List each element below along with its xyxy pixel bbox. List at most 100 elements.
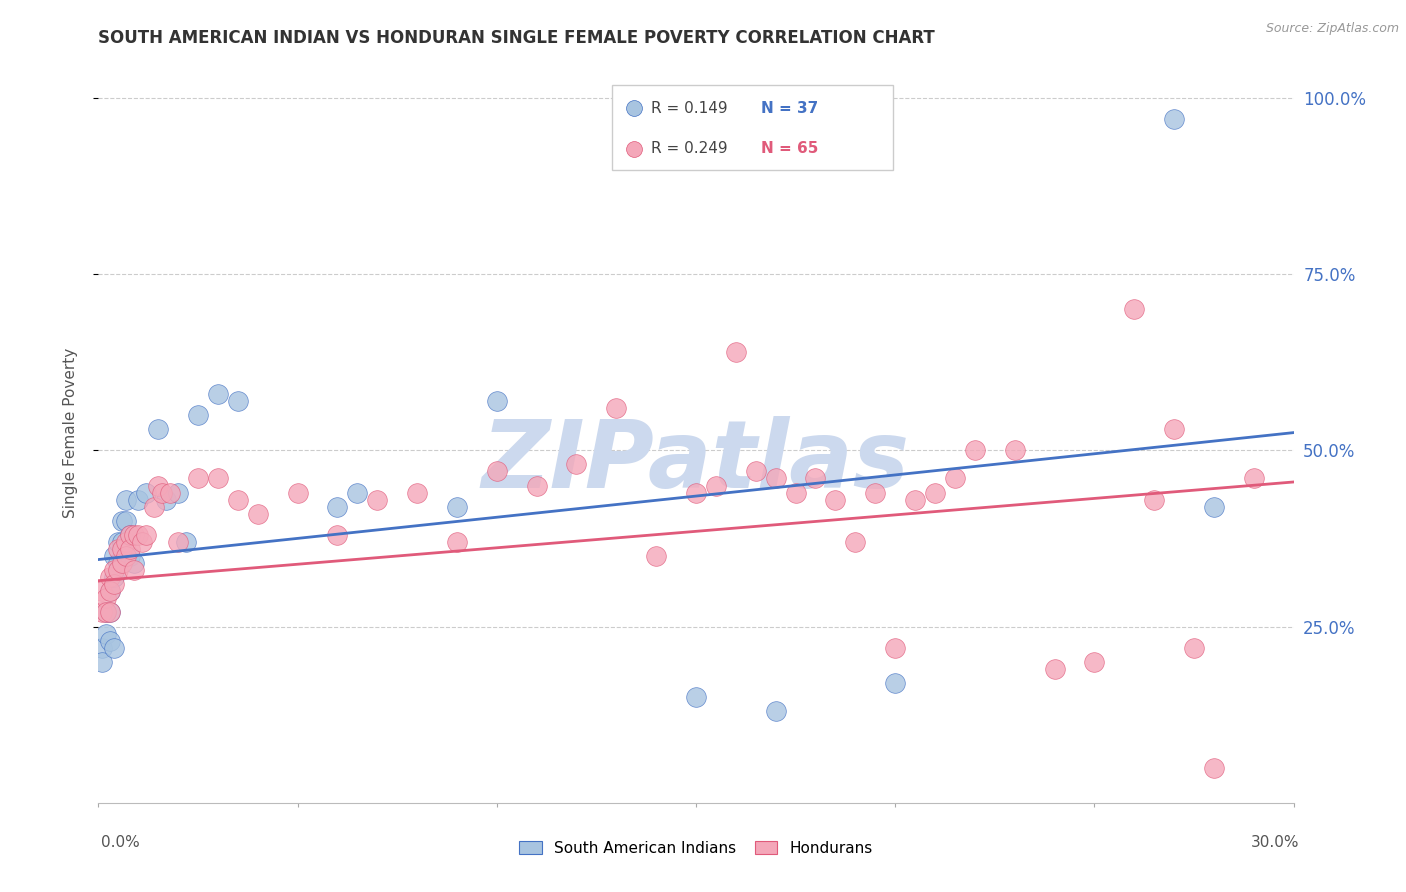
Point [91, 640, 114, 655]
Point [446, 500, 468, 514]
Point [111, 556, 134, 570]
FancyBboxPatch shape [613, 85, 893, 169]
Point [107, 541, 129, 556]
Point [120, 549, 142, 563]
Text: R = 0.249: R = 0.249 [651, 141, 727, 156]
Point [724, 344, 747, 359]
Point [207, 387, 229, 401]
Point [91, 655, 114, 669]
Point [904, 492, 927, 507]
Point [745, 464, 768, 478]
Point [107, 563, 129, 577]
Point [1202, 500, 1225, 514]
Point [167, 485, 190, 500]
Point [91, 584, 114, 599]
Point [187, 471, 209, 485]
Point [96, 606, 118, 620]
Point [155, 492, 177, 507]
Y-axis label: Single Female Poverty: Single Female Poverty [63, 348, 77, 517]
Point [565, 458, 588, 472]
Text: R = 0.149: R = 0.149 [651, 101, 727, 116]
Point [124, 556, 146, 570]
Point [135, 528, 157, 542]
Point [103, 549, 125, 563]
Point [943, 471, 966, 485]
Point [326, 500, 349, 514]
Point [485, 393, 508, 408]
Point [107, 535, 129, 549]
Point [107, 556, 129, 570]
Point [865, 485, 887, 500]
Point [1182, 640, 1205, 655]
Point [167, 535, 190, 549]
Point [804, 471, 827, 485]
Point [148, 422, 170, 436]
Point [844, 535, 866, 549]
Point [346, 485, 368, 500]
Text: 0.0%: 0.0% [101, 836, 141, 850]
Point [115, 514, 138, 528]
Point [111, 535, 134, 549]
Point [884, 676, 907, 690]
Text: Source: ZipAtlas.com: Source: ZipAtlas.com [1265, 22, 1399, 36]
Point [824, 492, 846, 507]
Point [287, 485, 309, 500]
Point [1123, 302, 1146, 317]
Point [1004, 443, 1026, 458]
Point [207, 471, 229, 485]
Point [406, 485, 429, 500]
Point [704, 478, 727, 492]
Point [131, 535, 153, 549]
Point [685, 690, 707, 704]
Point [150, 485, 173, 500]
Point [246, 507, 269, 521]
Point [98, 584, 122, 599]
Point [96, 591, 118, 606]
Point [1043, 662, 1066, 676]
Point [115, 492, 138, 507]
Point [1243, 471, 1265, 485]
Point [159, 485, 181, 500]
Point [120, 528, 142, 542]
Point [785, 485, 807, 500]
Point [91, 606, 114, 620]
Point [96, 606, 118, 620]
Point [765, 704, 787, 718]
Text: ZIPatlas: ZIPatlas [482, 417, 910, 508]
Point [98, 606, 122, 620]
Point [143, 500, 166, 514]
Point [111, 514, 134, 528]
Point [645, 549, 668, 563]
Point [226, 492, 249, 507]
Point [127, 492, 149, 507]
Point [98, 584, 122, 599]
Point [924, 485, 946, 500]
Point [485, 464, 508, 478]
Point [605, 401, 627, 415]
Point [124, 528, 146, 542]
Point [98, 570, 122, 584]
Legend: South American Indians, Hondurans: South American Indians, Hondurans [513, 835, 879, 862]
Point [765, 471, 787, 485]
Point [115, 535, 138, 549]
Point [1143, 492, 1166, 507]
Point [1163, 422, 1185, 436]
Point [120, 541, 142, 556]
Point [103, 640, 125, 655]
Point [884, 640, 907, 655]
Point [135, 485, 157, 500]
Point [103, 563, 125, 577]
Text: N = 37: N = 37 [761, 101, 818, 116]
Point [685, 485, 707, 500]
Point [226, 393, 249, 408]
Text: N = 65: N = 65 [761, 141, 818, 156]
Point [187, 408, 209, 422]
Point [103, 577, 125, 591]
Point [127, 528, 149, 542]
Point [115, 549, 138, 563]
Point [98, 606, 122, 620]
Point [1163, 112, 1185, 126]
Point [446, 535, 468, 549]
Point [174, 535, 197, 549]
Point [124, 563, 146, 577]
